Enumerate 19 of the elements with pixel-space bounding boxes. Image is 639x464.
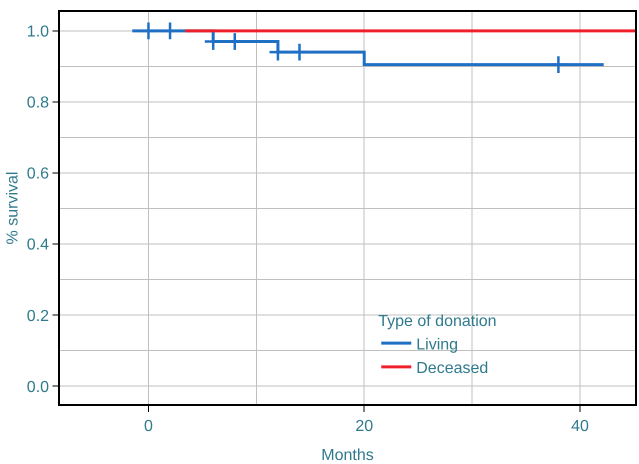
y-tick-label: 0.2 bbox=[26, 308, 50, 325]
x-tick-label: 0 bbox=[144, 418, 154, 435]
point bbox=[138, 21, 158, 40]
y-tick-label: 0.6 bbox=[26, 166, 50, 183]
point bbox=[548, 54, 568, 74]
point bbox=[160, 21, 180, 40]
x-axis-title: Months bbox=[321, 447, 374, 464]
text: 0.0 bbox=[26, 378, 50, 396]
point bbox=[290, 42, 310, 62]
y-tick-label: 0.4 bbox=[26, 236, 50, 254]
x-tick-label: 40 bbox=[571, 418, 589, 435]
point bbox=[268, 42, 288, 62]
y-tick-label: 0.8 bbox=[26, 94, 50, 112]
y-tick-label: 1.0 bbox=[26, 23, 50, 40]
y-axis-title: % survival bbox=[4, 172, 22, 244]
x-tick-label: 20 bbox=[355, 418, 374, 435]
legend-label: Living bbox=[416, 336, 458, 354]
legend-label: Deceased bbox=[416, 360, 488, 378]
legend-title: Type of donation bbox=[378, 313, 497, 330]
